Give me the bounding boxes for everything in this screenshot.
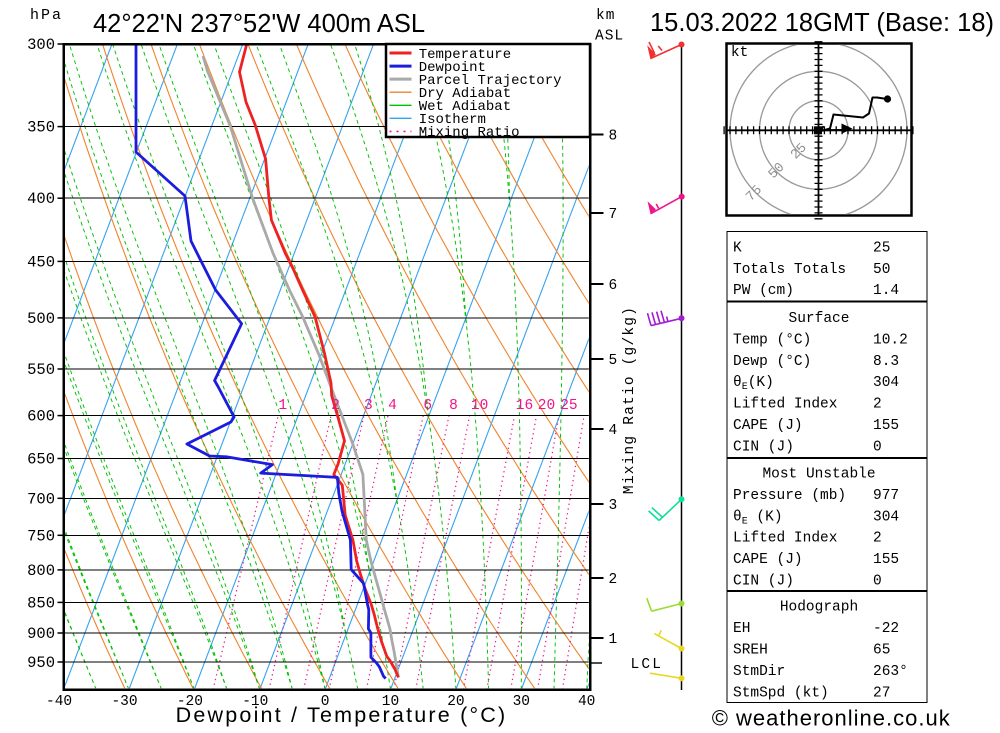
svg-text:50: 50 (873, 262, 890, 278)
svg-text:kt: kt (731, 45, 748, 61)
svg-text:25: 25 (873, 240, 890, 256)
svg-text:CAPE (J): CAPE (J) (733, 552, 803, 568)
svg-text:CIN (J): CIN (J) (733, 439, 794, 455)
svg-text:10.2: 10.2 (873, 332, 908, 348)
svg-text:Dewp (°C): Dewp (°C) (733, 354, 811, 370)
svg-text:700: 700 (27, 490, 55, 508)
svg-text:LCL: LCL (631, 657, 664, 673)
svg-text:850: 850 (27, 594, 55, 612)
svg-text:km: km (596, 8, 615, 24)
svg-text:CAPE (J): CAPE (J) (733, 418, 803, 434)
svg-text:2: 2 (873, 531, 882, 547)
svg-text:350: 350 (27, 119, 55, 137)
svg-text:Isotherm: Isotherm (419, 112, 486, 128)
svg-text:2: 2 (873, 397, 882, 413)
svg-text:3: 3 (364, 398, 373, 414)
svg-text:6: 6 (609, 278, 618, 294)
svg-text:Most Unstable: Most Unstable (762, 467, 875, 483)
svg-text:θE(K): θE(K) (733, 375, 774, 393)
svg-text:Pressure (mb): Pressure (mb) (733, 488, 846, 504)
svg-text:950: 950 (27, 654, 55, 672)
svg-text:-10: -10 (242, 694, 268, 710)
svg-text:1: 1 (609, 632, 618, 648)
svg-text:650: 650 (27, 451, 55, 469)
svg-text:Parcel Trajectory: Parcel Trajectory (419, 73, 562, 89)
svg-text:42°22'N 237°52'W 400m ASL: 42°22'N 237°52'W 400m ASL (93, 10, 425, 38)
svg-text:10: 10 (471, 398, 488, 414)
svg-text:750: 750 (27, 527, 55, 545)
svg-text:16: 16 (516, 398, 533, 414)
svg-text:27: 27 (873, 685, 890, 701)
svg-text:4: 4 (388, 398, 397, 414)
svg-text:900: 900 (27, 625, 55, 643)
svg-text:304: 304 (873, 375, 899, 391)
svg-text:30: 30 (513, 694, 530, 710)
svg-text:1.4: 1.4 (873, 283, 899, 299)
svg-text:-30: -30 (111, 694, 137, 710)
svg-text:Dewpoint / Temperature (°C): Dewpoint / Temperature (°C) (176, 703, 508, 727)
svg-text:StmDir: StmDir (733, 664, 785, 680)
svg-text:400: 400 (27, 190, 55, 208)
svg-text:Dewpoint: Dewpoint (419, 60, 486, 76)
svg-text:800: 800 (27, 562, 55, 580)
svg-text:8.3: 8.3 (873, 354, 899, 370)
svg-text:25: 25 (560, 398, 577, 414)
svg-text:8: 8 (449, 398, 458, 414)
svg-text:7: 7 (609, 207, 618, 223)
svg-text:Temp (°C): Temp (°C) (733, 332, 811, 348)
svg-text:4: 4 (609, 423, 618, 439)
svg-text:K: K (733, 240, 742, 256)
svg-text:8: 8 (609, 129, 618, 145)
svg-text:Mixing Ratio: Mixing Ratio (419, 125, 520, 141)
svg-text:θE (K): θE (K) (733, 509, 783, 527)
svg-text:20: 20 (447, 694, 464, 710)
svg-text:0: 0 (321, 694, 330, 710)
svg-text:Lifted Index: Lifted Index (733, 397, 838, 413)
svg-text:5: 5 (609, 353, 618, 369)
svg-text:20: 20 (538, 398, 555, 414)
svg-text:Wet Adiabat: Wet Adiabat (419, 99, 511, 115)
svg-text:263°: 263° (873, 664, 908, 680)
svg-text:Lifted Index: Lifted Index (733, 531, 838, 547)
svg-text:15.03.2022 18GMT (Base: 18): 15.03.2022 18GMT (Base: 18) (650, 9, 994, 37)
svg-text:CIN (J): CIN (J) (733, 574, 794, 590)
svg-text:Mixing Ratio (g/kg): Mixing Ratio (g/kg) (622, 306, 638, 494)
svg-text:-22: -22 (873, 621, 899, 637)
svg-text:2: 2 (609, 572, 618, 588)
svg-text:977: 977 (873, 488, 899, 504)
svg-text:Hodograph: Hodograph (780, 600, 858, 616)
svg-text:PW (cm): PW (cm) (733, 283, 794, 299)
svg-text:ASL: ASL (595, 29, 624, 45)
svg-text:EH: EH (733, 621, 750, 637)
svg-text:0: 0 (873, 574, 882, 590)
svg-text:600: 600 (27, 408, 55, 426)
svg-text:155: 155 (873, 552, 899, 568)
svg-text:3: 3 (609, 498, 618, 514)
svg-text:-40: -40 (46, 694, 72, 710)
svg-text:550: 550 (27, 361, 55, 379)
svg-text:hPa: hPa (30, 7, 63, 24)
svg-text:304: 304 (873, 509, 899, 525)
svg-text:6: 6 (423, 398, 432, 414)
svg-text:155: 155 (873, 418, 899, 434)
svg-text:0: 0 (873, 439, 882, 455)
svg-text:Totals Totals: Totals Totals (733, 262, 846, 278)
svg-text:© weatheronline.co.uk: © weatheronline.co.uk (712, 706, 951, 731)
svg-text:450: 450 (27, 253, 55, 271)
svg-text:StmSpd (kt): StmSpd (kt) (733, 685, 829, 701)
svg-text:40: 40 (578, 694, 595, 710)
svg-text:1: 1 (278, 398, 287, 414)
svg-text:10: 10 (382, 694, 399, 710)
svg-text:500: 500 (27, 310, 55, 328)
svg-text:-20: -20 (177, 694, 203, 710)
svg-text:Temperature: Temperature (419, 47, 511, 63)
svg-text:Dry Adiabat: Dry Adiabat (419, 86, 511, 102)
svg-text:300: 300 (27, 36, 55, 54)
svg-text:SREH: SREH (733, 643, 768, 659)
svg-text:2: 2 (331, 398, 340, 414)
svg-text:65: 65 (873, 643, 890, 659)
svg-text:Surface: Surface (789, 311, 850, 327)
